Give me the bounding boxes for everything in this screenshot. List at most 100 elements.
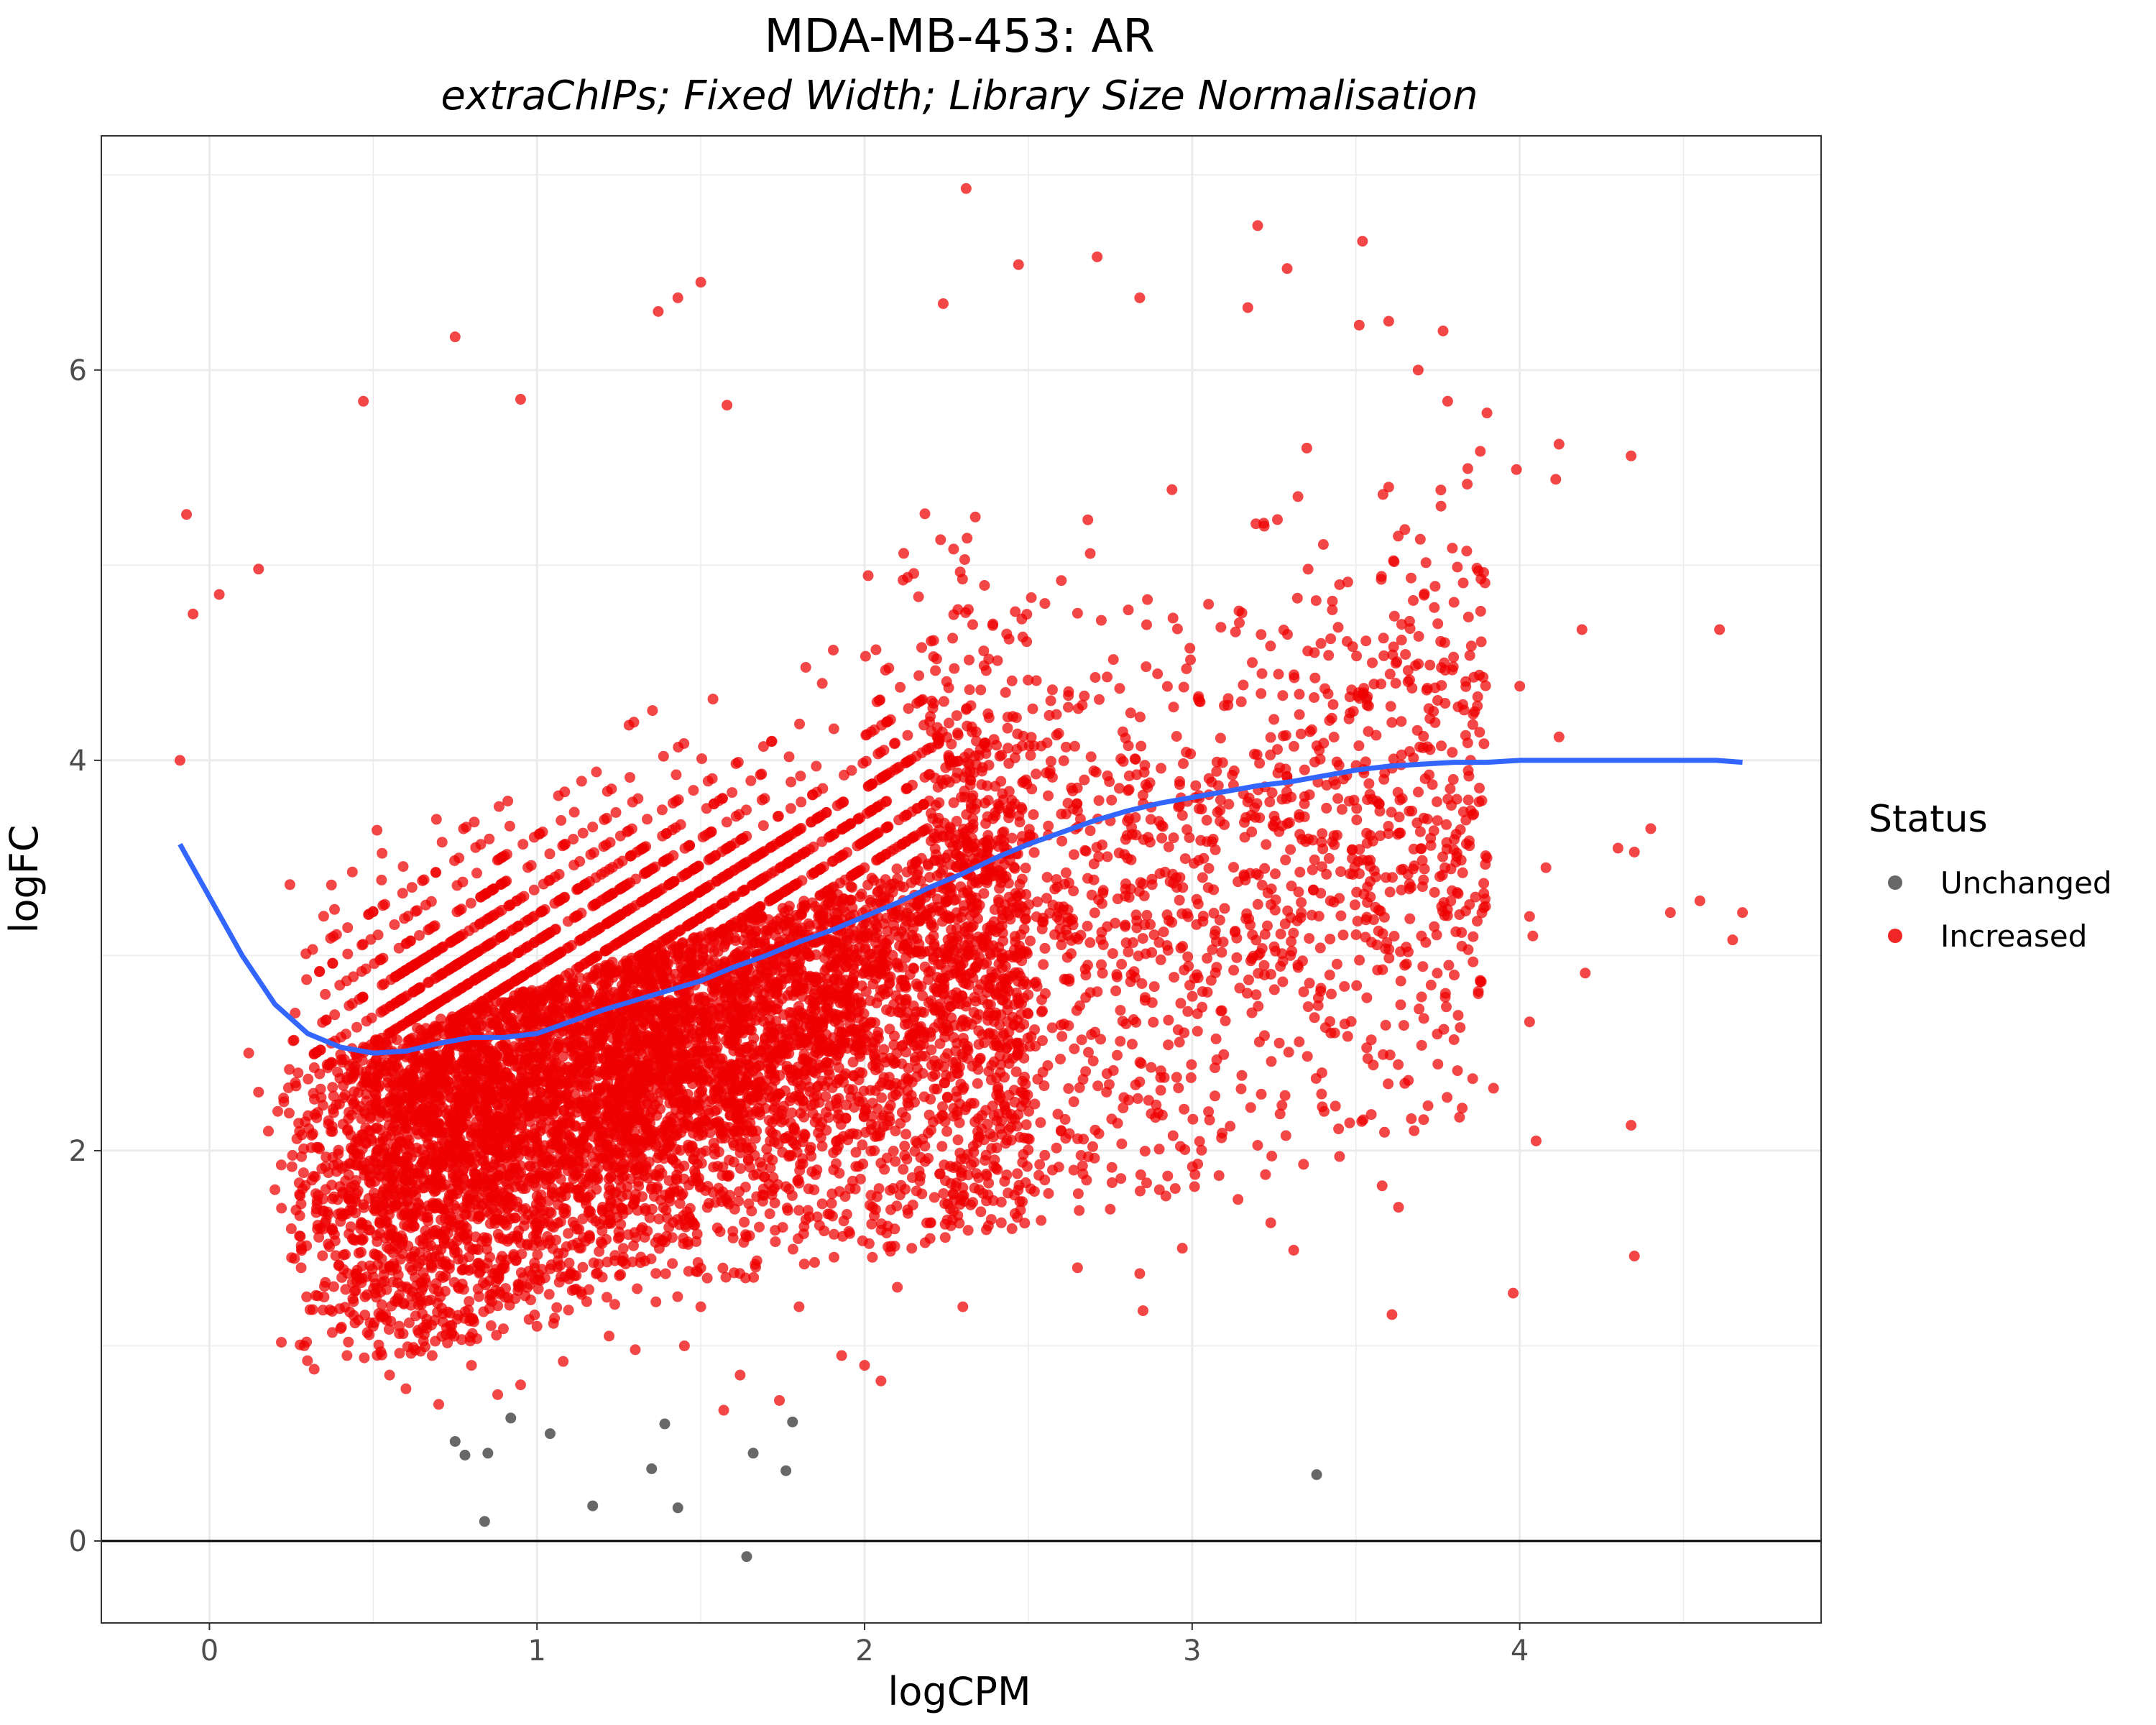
increased-point xyxy=(1118,1102,1129,1113)
increased-point xyxy=(1173,801,1184,813)
increased-point xyxy=(1342,1031,1353,1042)
increased-point xyxy=(1273,1037,1285,1049)
increased-point xyxy=(1186,1059,1197,1070)
increased-point xyxy=(943,717,954,729)
increased-point xyxy=(1291,592,1303,604)
increased-point xyxy=(320,988,331,1000)
increased-point xyxy=(775,1116,787,1128)
increased-point xyxy=(863,1238,875,1249)
increased-point xyxy=(1163,841,1174,852)
increased-point xyxy=(609,1299,620,1310)
increased-point xyxy=(994,883,1005,894)
increased-point xyxy=(614,830,626,842)
increased-point xyxy=(707,694,719,705)
increased-point xyxy=(1259,1030,1270,1041)
increased-point xyxy=(866,1110,877,1122)
increased-point xyxy=(1167,1130,1179,1141)
increased-point xyxy=(549,1312,561,1324)
increased-point xyxy=(850,1146,862,1158)
increased-point xyxy=(989,1154,1000,1166)
increased-point xyxy=(326,879,337,891)
increased-point xyxy=(1123,813,1135,824)
increased-point xyxy=(1094,694,1105,705)
increased-point xyxy=(720,1271,732,1283)
increased-point xyxy=(1304,978,1315,989)
increased-point xyxy=(1435,500,1447,512)
increased-point xyxy=(1309,672,1321,684)
increased-point xyxy=(1266,883,1277,895)
increased-point xyxy=(1478,878,1490,889)
increased-point xyxy=(1312,1000,1324,1011)
increased-point xyxy=(359,1352,370,1363)
increased-point xyxy=(1084,548,1096,559)
increased-point xyxy=(469,816,480,828)
increased-point xyxy=(1210,925,1221,937)
increased-point xyxy=(377,980,388,990)
increased-point xyxy=(765,736,777,748)
increased-point xyxy=(1379,1126,1390,1138)
increased-point xyxy=(1315,983,1327,994)
increased-point xyxy=(1167,612,1179,624)
increased-point xyxy=(328,1090,339,1102)
increased-point xyxy=(650,1296,662,1307)
increased-point xyxy=(721,816,732,828)
increased-point xyxy=(938,1188,949,1200)
increased-point xyxy=(1163,1039,1174,1051)
increased-point xyxy=(1256,629,1267,640)
increased-point xyxy=(1182,951,1194,962)
increased-point xyxy=(1212,806,1223,818)
increased-point xyxy=(485,1320,497,1331)
increased-point xyxy=(1429,717,1441,728)
increased-point xyxy=(750,1259,761,1270)
increased-point xyxy=(924,872,936,883)
increased-point xyxy=(1102,671,1113,683)
increased-point xyxy=(343,1336,354,1348)
increased-point xyxy=(1207,944,1218,955)
increased-point xyxy=(1435,484,1447,496)
increased-point xyxy=(303,1073,314,1085)
increased-point xyxy=(1307,864,1318,875)
increased-point xyxy=(1321,802,1332,814)
increased-point xyxy=(1187,990,1198,1002)
increased-point xyxy=(1378,650,1390,661)
increased-point xyxy=(787,1243,798,1255)
increased-point xyxy=(1135,740,1147,752)
increased-point xyxy=(873,1183,885,1195)
increased-point xyxy=(1280,1130,1291,1141)
increased-point xyxy=(1454,1111,1465,1123)
increased-point xyxy=(785,803,796,814)
increased-point xyxy=(406,882,418,893)
increased-point xyxy=(1135,1185,1146,1197)
increased-point xyxy=(1351,886,1363,898)
increased-point xyxy=(1197,911,1209,922)
increased-point xyxy=(1003,786,1015,797)
increased-point xyxy=(557,1051,568,1062)
increased-point xyxy=(1309,1012,1320,1024)
increased-point xyxy=(628,1240,639,1251)
increased-point xyxy=(1478,902,1489,914)
increased-point xyxy=(1351,980,1363,991)
increased-point xyxy=(1169,1183,1181,1195)
increased-point xyxy=(1009,862,1021,874)
increased-point xyxy=(1464,650,1475,661)
increased-point xyxy=(1080,1066,1092,1077)
increased-point xyxy=(1021,1119,1032,1131)
increased-point xyxy=(1331,958,1342,970)
increased-point xyxy=(1115,1005,1126,1016)
increased-point xyxy=(1174,1036,1185,1048)
increased-point xyxy=(761,1144,773,1155)
increased-point xyxy=(1220,1015,1231,1026)
increased-point xyxy=(1106,1162,1118,1173)
increased-point xyxy=(594,1246,605,1257)
increased-point xyxy=(1377,489,1388,500)
increased-point xyxy=(356,1080,367,1092)
increased-point xyxy=(1210,936,1222,947)
chart-subtitle: extraChIPs; Fixed Width; Library Size No… xyxy=(441,73,1478,119)
increased-point xyxy=(798,1259,810,1270)
increased-point xyxy=(1294,689,1305,700)
increased-point xyxy=(484,833,495,845)
increased-point xyxy=(948,543,959,555)
increased-point xyxy=(1418,1013,1429,1024)
increased-point xyxy=(1480,893,1491,905)
increased-point xyxy=(465,898,476,909)
